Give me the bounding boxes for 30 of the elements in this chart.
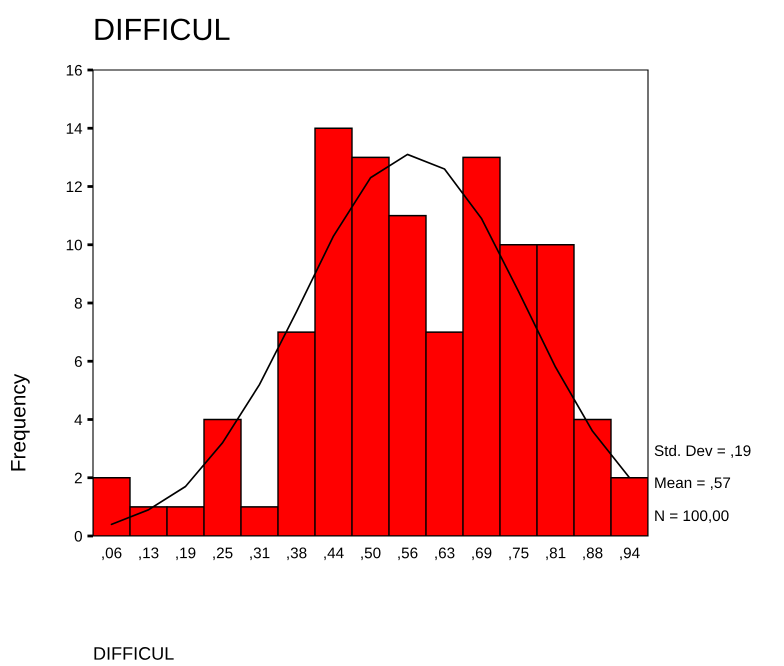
y-tick-label: 12 [66, 181, 82, 192]
chart-title: DIFFICUL [96, 18, 230, 40]
y-tick-label: 10 [66, 240, 82, 250]
x-tick-label: ,31 [250, 548, 270, 560]
y-tick-label: 16 [66, 64, 82, 76]
x-tick-label: ,63 [435, 548, 454, 560]
y-tick-label: 0 [74, 530, 82, 542]
x-tick-label: ,13 [139, 548, 158, 560]
x-tick-label: ,19 [176, 548, 196, 560]
y-tick-label: 2 [74, 472, 82, 484]
y-tick-label: 14 [66, 123, 82, 134]
y-axis-title: Frequency [11, 374, 30, 470]
text: Std. Dev = ,19 [654, 444, 751, 458]
x-axis-title: DIFFICUL [94, 647, 174, 660]
x-tick-label: ,69 [472, 548, 492, 560]
x-tick-label: ,75 [509, 548, 528, 560]
y-tick-label: 4 [74, 414, 82, 426]
x-tick-label: ,94 [620, 548, 640, 560]
x-tick-label: ,25 [213, 548, 232, 560]
x-tick-label: ,81 [546, 548, 566, 560]
x-tick-label: ,44 [324, 548, 344, 560]
y-tick-label: 8 [74, 298, 82, 309]
y-tick-label: 6 [74, 356, 82, 367]
x-tick-label: ,38 [287, 548, 306, 560]
x-tick-label: ,06 [102, 548, 122, 560]
x-tick-label: ,88 [583, 548, 602, 560]
x-tick-label: ,50 [361, 548, 381, 560]
x-tick-label: ,56 [398, 548, 418, 560]
text: Mean = ,57 [655, 477, 730, 490]
text: N = 100,00 [655, 510, 729, 523]
